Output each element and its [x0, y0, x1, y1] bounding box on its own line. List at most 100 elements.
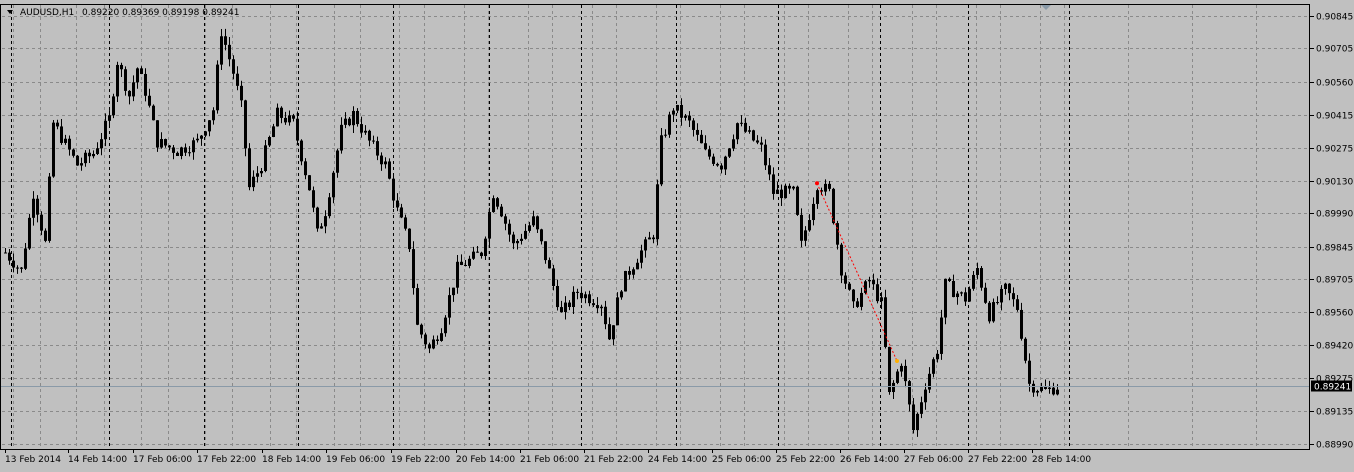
candle-body	[804, 230, 807, 241]
candle-body	[360, 124, 363, 133]
candle-body	[1000, 288, 1003, 303]
candle-body	[32, 198, 35, 218]
candle-body	[1020, 309, 1023, 339]
candle-body	[948, 278, 951, 281]
candle-body	[576, 291, 579, 293]
candle-body	[888, 346, 891, 393]
candle-body	[740, 122, 743, 124]
candle-body	[64, 138, 67, 143]
candle-body	[632, 269, 635, 275]
candle-body	[292, 115, 295, 119]
chart-shift-marker-icon[interactable]	[1041, 5, 1051, 10]
candle-body	[684, 115, 687, 118]
candle-body	[392, 178, 395, 201]
candle-body	[304, 161, 307, 176]
candle-body	[700, 134, 703, 144]
time-tick-label: 25 Feb 06:00	[712, 455, 771, 465]
candle-body	[944, 278, 947, 318]
candle-body	[296, 118, 299, 141]
candle-body	[972, 274, 975, 289]
candle-body	[952, 280, 955, 298]
candle-body	[168, 145, 171, 148]
candle-body	[144, 73, 147, 96]
candle-body	[636, 262, 639, 270]
candle-body	[892, 382, 895, 393]
candle-body	[940, 317, 943, 354]
candle-body	[1032, 383, 1035, 393]
plot-area[interactable]	[0, 0, 1310, 450]
candle-body	[884, 297, 887, 347]
candle-body	[184, 147, 187, 153]
candle-body	[880, 297, 883, 302]
candle-body	[756, 140, 759, 143]
candle-body	[760, 142, 763, 145]
candle-body	[320, 226, 323, 229]
price-tick-label: 0.88990	[1316, 441, 1353, 451]
candle-body	[108, 115, 111, 121]
candle-body	[848, 283, 851, 290]
candle-body	[900, 365, 903, 372]
candle-body	[616, 297, 619, 326]
candle-body	[912, 404, 915, 431]
candle-body	[112, 96, 115, 116]
candle-body	[380, 155, 383, 165]
candle-body	[60, 126, 63, 143]
candle-body	[332, 172, 335, 198]
candle-body	[80, 163, 83, 166]
candle-body	[712, 156, 715, 164]
candle-body	[192, 140, 195, 153]
candle-body	[104, 120, 107, 140]
candlesticks	[4, 28, 1059, 437]
candle-body	[120, 64, 123, 70]
candle-body	[396, 200, 399, 208]
candle-body	[1016, 299, 1019, 310]
candle-body	[472, 251, 475, 259]
candle-body	[932, 359, 935, 374]
candle-body	[648, 237, 651, 240]
collapse-arrow-icon[interactable]	[7, 10, 13, 14]
candle-body	[96, 148, 99, 154]
time-tick-label: 27 Feb 06:00	[904, 455, 963, 465]
candle-body	[256, 173, 259, 177]
price-tick-label: 0.90275	[1316, 145, 1353, 155]
candle-body	[664, 134, 667, 136]
candle-body	[896, 371, 899, 383]
candle-body	[356, 110, 359, 125]
candle-body	[424, 334, 427, 345]
candle-body	[40, 214, 43, 231]
candle-body	[440, 333, 443, 341]
candle-body	[84, 152, 87, 164]
candle-body	[680, 104, 683, 118]
candle-body	[456, 261, 459, 288]
price-tick-label: 0.89990	[1316, 210, 1353, 220]
candle-body	[748, 130, 751, 132]
price-tick-label: 0.89705	[1316, 276, 1353, 286]
time-tick-label: 19 Feb 06:00	[326, 455, 385, 465]
candle-body	[252, 176, 255, 188]
candle-body	[652, 237, 655, 240]
candle-body	[68, 138, 71, 150]
candle-body	[836, 223, 839, 245]
candle-body	[720, 165, 723, 170]
candle-body	[480, 252, 483, 257]
candle-body	[828, 183, 831, 189]
candle-body	[208, 120, 211, 132]
candle-body	[328, 197, 331, 217]
candle-body	[264, 145, 267, 172]
candle-body	[368, 130, 371, 141]
candle-body	[512, 234, 515, 244]
candle-body	[148, 95, 151, 106]
candle-body	[128, 90, 131, 97]
candle-body	[156, 120, 159, 148]
chart-header: AUDUSD,H1 0.89220 0.89369 0.89198 0.8924…	[7, 8, 239, 18]
candle-body	[552, 268, 555, 286]
candle-body	[580, 292, 583, 299]
candle-body	[260, 171, 263, 174]
time-tick-label: 19 Feb 22:00	[391, 455, 450, 465]
candle-body	[412, 249, 415, 289]
chart-border	[0, 4, 1310, 450]
candle-body	[572, 291, 575, 308]
candle-body	[992, 302, 995, 322]
